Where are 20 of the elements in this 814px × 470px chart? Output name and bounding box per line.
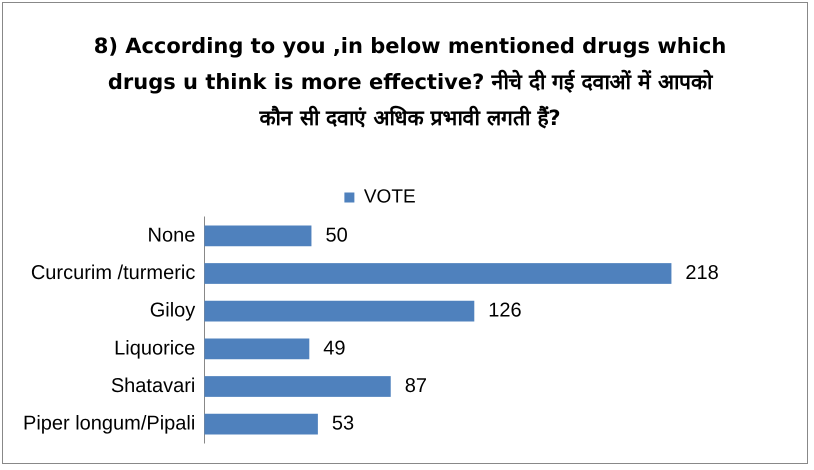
- data-label: 49: [323, 337, 346, 360]
- y-tick-label: Giloy: [150, 300, 196, 322]
- y-tick-label: Curcurim /turmeric: [30, 262, 196, 284]
- y-tick-label: None: [148, 224, 196, 246]
- bar: [204, 300, 474, 322]
- data-label: 50: [325, 224, 348, 246]
- bar: [204, 225, 312, 246]
- y-tick-label: Shatavari: [110, 375, 196, 398]
- legend-label: VOTE: [364, 186, 416, 208]
- bar: [204, 376, 391, 397]
- data-label: 87: [404, 375, 427, 398]
- y-tick-label: Liquorice: [114, 337, 196, 360]
- y-tick-label: Piper longum/Pipali: [22, 412, 196, 435]
- data-label: 126: [488, 300, 522, 322]
- chart-title: 8) According to you ,in below mentioned drugs which drugs u think is more effective? नीचे दी गई दवाओं में आपको कौन सी दवाएं अधिक प्रभावी लगती हैं?: [92, 33, 728, 132]
- bar: [204, 338, 310, 360]
- bar: [204, 263, 672, 284]
- data-label: 53: [332, 412, 354, 435]
- data-label: 218: [685, 262, 719, 284]
- bar: [204, 414, 318, 435]
